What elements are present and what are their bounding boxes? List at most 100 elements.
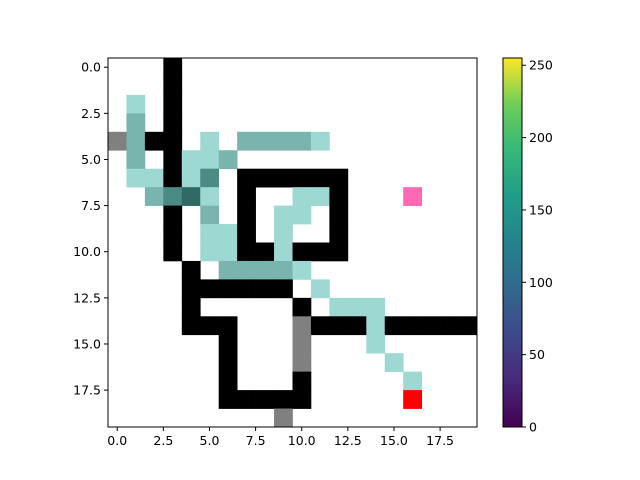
heatmap-cell-wall xyxy=(292,390,312,409)
heatmap-cell-wall xyxy=(329,242,349,262)
heatmap-cell-wall xyxy=(218,334,238,354)
heatmap-cell-path_mid xyxy=(255,131,275,151)
heatmap-cell-wall xyxy=(163,150,183,170)
heatmap-cell-pink xyxy=(403,187,422,206)
heatmap-cell-wall xyxy=(218,353,238,372)
plot-area: 0.0 2.5 5.0 7.5 10.0 12.5 15.0 17.5 0.0 2.5 5.0 7.… xyxy=(73,57,478,448)
heatmap-cell-wall xyxy=(329,316,349,336)
colorbar: 0 50 100 150 200 250 xyxy=(502,57,553,435)
heatmap-cell-path_light xyxy=(403,371,422,391)
heatmap-cell-gray xyxy=(292,353,312,372)
heatmap-cell-path_light xyxy=(310,131,330,151)
y-tick-label: 15.0 xyxy=(73,336,101,351)
heatmap-cell-path_light xyxy=(126,94,146,114)
heatmap-cell-wall xyxy=(163,94,183,114)
heatmap-cell-red xyxy=(403,390,422,409)
heatmap-cell-path_darkest xyxy=(181,187,201,206)
plot-frame xyxy=(107,57,478,428)
heatmap-cell-path_mid xyxy=(218,260,238,280)
y-tick-label: 17.5 xyxy=(73,383,101,398)
heatmap-cell-wall xyxy=(440,316,459,336)
x-tick-label: 2.5 xyxy=(153,433,173,448)
heatmap-cell-path_light xyxy=(310,187,330,206)
colorbar-tick-label: 200 xyxy=(529,130,553,145)
heatmap-cell-wall xyxy=(329,187,349,206)
heatmap-cell-wall xyxy=(163,168,183,188)
y-axis-ticks: 0.0 2.5 5.0 7.5 10.0 12.5 15.0 17.5 xyxy=(73,60,108,398)
heatmap-cell-gray xyxy=(292,316,312,336)
heatmap-cell-wall xyxy=(274,279,293,299)
heatmap-cell-wall xyxy=(274,390,293,409)
heatmap-cell-path_light xyxy=(200,187,220,206)
heatmap-cell-path_light xyxy=(200,224,220,243)
heatmap-cell-path_mid xyxy=(255,260,275,280)
heatmap-cell-path_light xyxy=(329,297,349,317)
heatmap-cell-wall xyxy=(274,168,293,188)
heatmap-cell-wall xyxy=(255,168,275,188)
heatmap-cell-path_light xyxy=(274,224,293,243)
y-tick-label: 2.5 xyxy=(81,106,101,121)
heatmap-cell-wall xyxy=(292,168,312,188)
heatmap-cell-wall xyxy=(237,168,256,188)
heatmap-cell-path_mid xyxy=(237,131,256,151)
heatmap-cell-path_light xyxy=(181,150,201,170)
heatmap-cell-wall xyxy=(181,260,201,280)
heatmap-cell-wall xyxy=(255,390,275,409)
heatmap-cell-path_mid xyxy=(126,150,146,170)
heatmap-cell-path_light xyxy=(274,242,293,262)
heatmap-cell-path_light xyxy=(384,353,404,372)
heatmap-cell-wall xyxy=(329,168,349,188)
heatmap-cell-wall xyxy=(329,205,349,225)
heatmap-cell-wall xyxy=(237,390,256,409)
heatmap-cell-path_light xyxy=(218,242,238,262)
x-tick-label: 5.0 xyxy=(200,433,220,448)
heatmap-cell-path_light xyxy=(218,224,238,243)
heatmap-cell-wall xyxy=(237,205,256,225)
y-tick-label: 10.0 xyxy=(73,244,101,259)
heatmap-cell-wall xyxy=(181,279,201,299)
heatmap-cell-wall xyxy=(310,316,330,336)
heatmap-cell-path_dark xyxy=(200,168,220,188)
heatmap-cell-path_light xyxy=(126,168,146,188)
heatmap-cell-path_mid xyxy=(274,131,293,151)
heatmap-cell-wall xyxy=(347,316,367,336)
heatmap-cell-path_mid xyxy=(274,260,293,280)
heatmap-cells xyxy=(108,58,478,428)
heatmap-cell-wall xyxy=(329,224,349,243)
heatmap-cell-wall xyxy=(163,242,183,262)
x-tick-label: 17.5 xyxy=(426,433,454,448)
heatmap-cell-path_light xyxy=(200,131,220,151)
colorbar-tick-label: 250 xyxy=(529,58,553,73)
x-axis-ticks: 0.0 2.5 5.0 7.5 10.0 12.5 15.0 17.5 xyxy=(107,427,454,448)
heatmap-cell-path_light xyxy=(347,297,367,317)
heatmap-cell-path_mid xyxy=(144,187,164,206)
heatmap-cell-wall xyxy=(403,316,422,336)
heatmap-cell-wall xyxy=(292,297,312,317)
colorbar-tick-label: 150 xyxy=(529,202,553,217)
heatmap-cell-wall xyxy=(310,242,330,262)
heatmap-cell-path_dark xyxy=(163,187,183,206)
y-tick-label: 7.5 xyxy=(81,198,101,213)
heatmap-cell-wall xyxy=(310,168,330,188)
heatmap-cell-wall xyxy=(163,131,183,151)
heatmap-cell-path_light xyxy=(181,168,201,188)
heatmap-cell-path_light xyxy=(292,260,312,280)
colorbar-frame xyxy=(502,57,523,428)
heatmap-cell-wall xyxy=(237,187,256,206)
heatmap-cell-wall xyxy=(163,58,183,77)
heatmap-cell-wall xyxy=(255,242,275,262)
colorbar-gradient xyxy=(503,58,522,427)
heatmap-cell-path_light xyxy=(144,168,164,188)
heatmap-cell-wall xyxy=(181,297,201,317)
heatmap-cell-wall xyxy=(237,279,256,299)
heatmap-cell-gray xyxy=(292,334,312,354)
x-tick-label: 7.5 xyxy=(246,433,266,448)
heatmap-cell-wall xyxy=(144,131,164,151)
heatmap-cell-wall xyxy=(163,76,183,96)
y-tick-label: 0.0 xyxy=(81,60,101,75)
heatmap-cell-path_light xyxy=(310,279,330,299)
heatmap-cell-wall xyxy=(218,279,238,299)
heatmap-cell-gray xyxy=(108,131,127,151)
heatmap-cell-path_light xyxy=(292,205,312,225)
